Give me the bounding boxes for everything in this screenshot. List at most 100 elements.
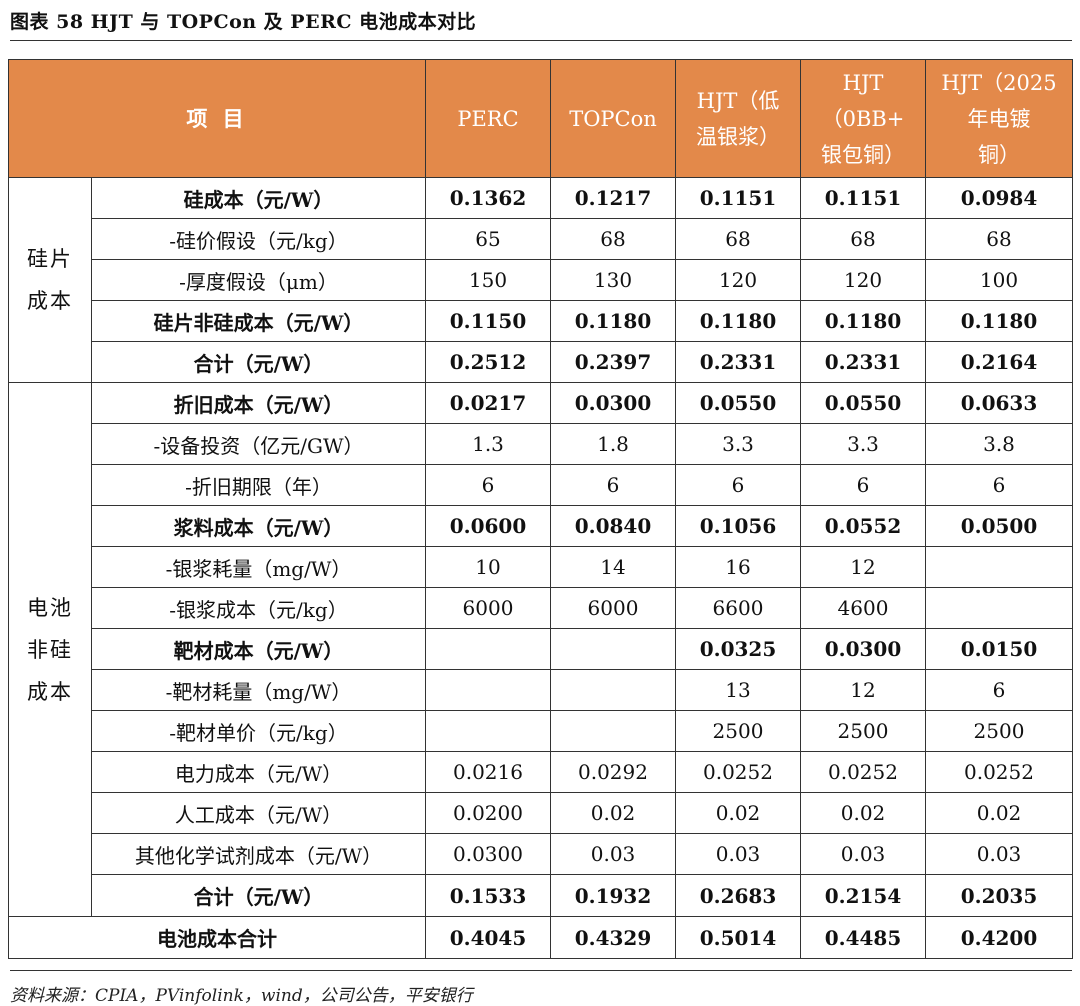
cell-value: 0.2397 — [550, 341, 676, 383]
cell-value: 0.02 — [925, 792, 1073, 834]
cell-value: 12 — [800, 546, 926, 588]
table-row: 合计（元/W） 0.2512 0.2397 0.2331 0.2331 0.21… — [9, 341, 1073, 383]
row-label: -银浆成本（元/kg） — [91, 587, 426, 629]
cell-value: 0.2164 — [925, 341, 1073, 383]
cell-value — [550, 669, 676, 711]
cell-value: 0.1150 — [425, 300, 551, 342]
header-hjt-0bb-line1: HJT — [842, 70, 884, 95]
cell-value: 0.0252 — [925, 751, 1073, 793]
cell-value: 0.0252 — [675, 751, 801, 793]
cell-value: 0.1362 — [425, 177, 551, 219]
cell-value: 0.1217 — [550, 177, 676, 219]
cell-value: 0.02 — [550, 792, 676, 834]
cost-comparison-table: 项 目 PERC TOPCon HJT（低 温银浆） HJT （0BB+ 银包铜… — [8, 59, 1073, 959]
cell-value: 0.1180 — [800, 300, 926, 342]
section-cell-line1: 电池 — [27, 595, 73, 620]
cell-value: 0.0984 — [925, 177, 1073, 219]
table-row: -靶材单价（元/kg） 2500 2500 2500 — [9, 710, 1073, 752]
header-topcon: TOPCon — [550, 59, 676, 178]
cell-value: 0.1180 — [550, 300, 676, 342]
row-label: -靶材耗量（mg/W） — [91, 669, 426, 711]
cell-value: 100 — [925, 259, 1073, 301]
cell-value: 0.0633 — [925, 382, 1073, 424]
cell-value: 0.1932 — [550, 874, 676, 917]
source-footer: 资料来源：CPIA，PVinfolink，wind，公司公告，平安银行 — [10, 970, 1072, 1006]
cell-value: 0.4200 — [925, 916, 1073, 959]
cell-value: 0.0217 — [425, 382, 551, 424]
cell-value: 0.0300 — [800, 628, 926, 670]
header-hjt-low-temp-line2: 温银浆） — [696, 124, 780, 149]
cell-value: 0.4045 — [425, 916, 551, 959]
cell-value — [925, 587, 1073, 629]
cell-value: 16 — [675, 546, 801, 588]
cell-value: 0.4329 — [550, 916, 676, 959]
section-cell-line2: 非硅 — [27, 637, 73, 662]
cell-value — [425, 669, 551, 711]
cell-value: 12 — [800, 669, 926, 711]
header-hjt-2025-line2: 年电镀 — [967, 106, 1031, 131]
grand-total-label: 电池成本合计 — [8, 916, 426, 959]
row-label: 人工成本（元/W） — [91, 792, 426, 834]
cell-value — [550, 710, 676, 752]
cell-value: 0.0200 — [425, 792, 551, 834]
cell-value: 0.1533 — [425, 874, 551, 917]
cell-value: 0.0252 — [800, 751, 926, 793]
table-row: 人工成本（元/W） 0.0200 0.02 0.02 0.02 0.02 — [9, 792, 1073, 834]
cell-value: 0.0300 — [550, 382, 676, 424]
header-row: 项 目 PERC TOPCon HJT（低 温银浆） HJT （0BB+ 银包铜… — [8, 59, 1073, 178]
cell-value: 6000 — [550, 587, 676, 629]
cell-value: 0.2035 — [925, 874, 1073, 917]
cell-value: 0.0216 — [425, 751, 551, 793]
figure-title-bar: 图表 58 HJT 与 TOPCon 及 PERC 电池成本对比 — [10, 0, 1072, 41]
cell-value: 0.03 — [550, 833, 676, 875]
header-hjt-2025-line1: HJT（2025 — [941, 70, 1057, 95]
header-perc: PERC — [425, 59, 551, 178]
row-label: 其他化学试剂成本（元/W） — [91, 833, 426, 875]
cell-value: 14 — [550, 546, 676, 588]
header-hjt-0bb: HJT （0BB+ 银包铜） — [800, 59, 926, 178]
cell-value: 6 — [550, 464, 676, 506]
cell-value: 2500 — [675, 710, 801, 752]
cell-value: 6 — [425, 464, 551, 506]
cell-value: 150 — [425, 259, 551, 301]
cell-value: 6 — [675, 464, 801, 506]
cell-value: 68 — [675, 218, 801, 260]
cell-value: 120 — [800, 259, 926, 301]
header-hjt-low-temp: HJT（低 温银浆） — [675, 59, 801, 178]
row-label: -硅价假设（元/kg） — [91, 218, 426, 260]
table-row: -设备投资（亿元/GW） 1.3 1.8 3.3 3.3 3.8 — [9, 423, 1073, 465]
table-row: -折旧期限（年） 6 6 6 6 6 — [9, 464, 1073, 506]
cell-value: 0.5014 — [675, 916, 801, 959]
cell-value: 0.0840 — [550, 505, 676, 547]
cell-value: 0.2331 — [675, 341, 801, 383]
cell-value: 0.1180 — [675, 300, 801, 342]
row-label: 合计（元/W） — [91, 341, 426, 383]
cell-value: 0.2512 — [425, 341, 551, 383]
row-label: 硅片非硅成本（元/W） — [91, 300, 426, 342]
cell-value: 0.0500 — [925, 505, 1073, 547]
cell-value: 68 — [800, 218, 926, 260]
section-cell-line3: 成本 — [27, 679, 73, 704]
row-label: -折旧期限（年） — [91, 464, 426, 506]
cell-value: 0.1056 — [675, 505, 801, 547]
cell-value: 0.1180 — [925, 300, 1073, 342]
cell-value — [925, 546, 1073, 588]
cell-value: 1.8 — [550, 423, 676, 465]
grand-total-row: 电池成本合计 0.4045 0.4329 0.5014 0.4485 0.420… — [8, 916, 1073, 959]
row-label: 硅成本（元/W） — [91, 177, 426, 219]
cell-value: 0.0552 — [800, 505, 926, 547]
table-row: 其他化学试剂成本（元/W） 0.0300 0.03 0.03 0.03 0.03 — [9, 833, 1073, 875]
cell-value: 0.2331 — [800, 341, 926, 383]
cell-value: 65 — [425, 218, 551, 260]
table-row: -银浆成本（元/kg） 6000 6000 6600 4600 — [9, 587, 1073, 629]
cell-value: 0.0300 — [425, 833, 551, 875]
header-hjt-0bb-line3: 银包铜） — [821, 142, 905, 167]
cell-value: 6 — [925, 464, 1073, 506]
cell-value: 0.0325 — [675, 628, 801, 670]
cell-value: 3.3 — [675, 423, 801, 465]
cell-value: 0.2683 — [675, 874, 801, 917]
row-label: -银浆耗量（mg/W） — [91, 546, 426, 588]
cell-value: 0.0550 — [675, 382, 801, 424]
cell-value: 68 — [550, 218, 676, 260]
cell-value: 13 — [675, 669, 801, 711]
